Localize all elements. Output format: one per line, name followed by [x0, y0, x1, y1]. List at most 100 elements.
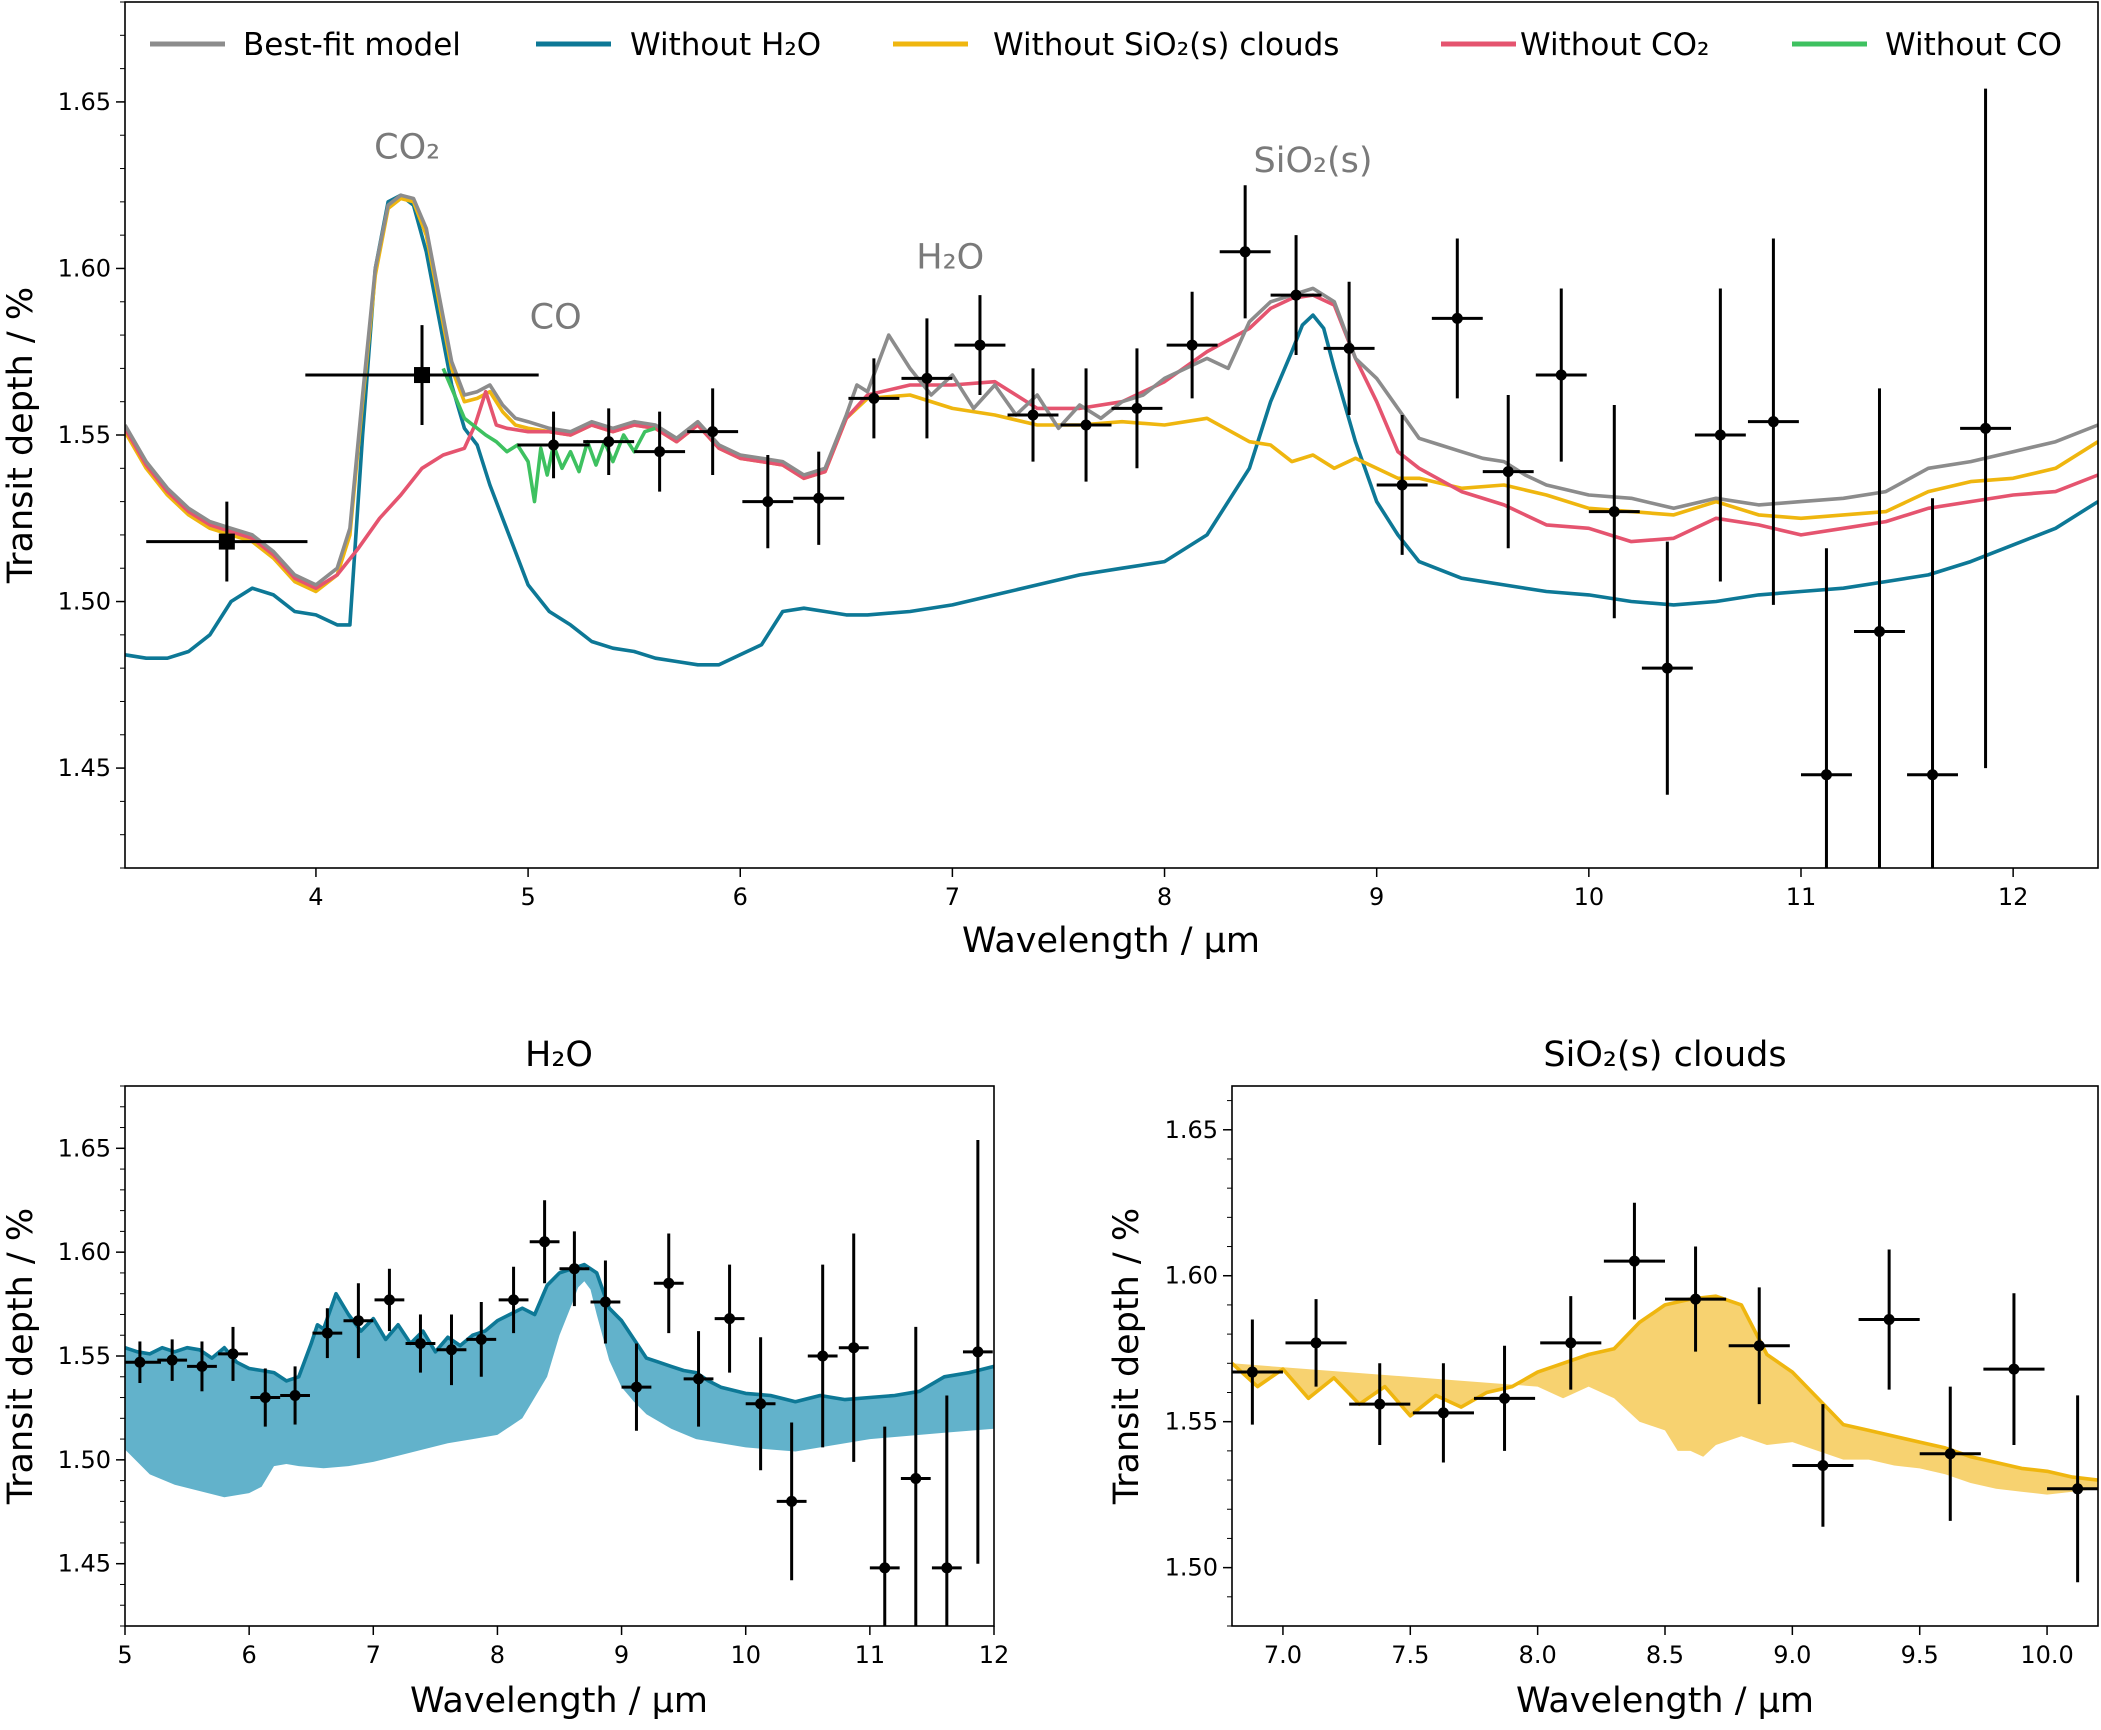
sio2-ticks: 7.0 7.5 8.0 8.5 9.0 9.5 10.0 1.50 1.55 1.60 1.65: [1165, 1100, 2074, 1669]
h2o-point-marker: [599, 1296, 611, 1308]
sio2-panel-title: SiO₂(s) clouds: [1543, 1035, 1786, 1075]
main-point-marker: [921, 372, 933, 384]
main-x-tick-label: 6: [733, 883, 748, 911]
annotation-h2o: H₂O: [916, 237, 984, 277]
h2o-point-marker: [196, 1360, 208, 1372]
sio2-y-tick-label: 1.55: [1165, 1408, 1218, 1436]
main-point-marker: [1080, 419, 1092, 431]
main-plot-area: [125, 193, 2098, 667]
sio2-x-tick-label: 10.0: [2020, 1641, 2073, 1669]
main-point-marker: [1714, 429, 1726, 441]
h2o-y-tick-label: 1.55: [58, 1342, 111, 1370]
h2o-x-axis-label: Wavelength / μm: [410, 1681, 708, 1721]
main-y-tick-label: 1.60: [58, 254, 111, 282]
legend-label-best-fit: Best-fit model: [243, 27, 461, 63]
main-point-marker: [1555, 369, 1567, 381]
h2o-point-marker: [383, 1294, 395, 1306]
h2o-x-tick-label: 12: [979, 1641, 1010, 1669]
sio2-data-points: [1232, 1202, 2098, 1583]
legend-label-without-co: Without CO: [1885, 27, 2062, 63]
main-y-tick-label: 1.55: [58, 421, 111, 449]
sio2-y-tick-label: 1.50: [1165, 1554, 1218, 1582]
sio2-point-marker: [1628, 1255, 1640, 1267]
sio2-panel: 7.0 7.5 8.0 8.5 9.0 9.5 10.0 1.50 1.55 1.60 1.65 S…: [1107, 1035, 2099, 1721]
h2o-y-tick-label: 1.45: [58, 1550, 111, 1578]
legend-label-without-h2o: Without H₂O: [630, 27, 821, 63]
h2o-point-marker: [227, 1348, 239, 1360]
h2o-point-marker: [941, 1562, 953, 1574]
main-point-marker: [1131, 402, 1143, 414]
main-y-axis-label: Transit depth / %: [1, 287, 41, 584]
legend-label-without-sio2: Without SiO₂(s) clouds: [993, 27, 1339, 63]
main-point-marker: [1927, 769, 1939, 781]
sio2-point-marker: [1310, 1337, 1322, 1349]
h2o-x-tick-label: 9: [614, 1641, 629, 1669]
h2o-point-marker: [693, 1373, 705, 1385]
sio2-point-marker: [2072, 1483, 2084, 1495]
main-point-marker: [1502, 466, 1514, 478]
h2o-plot-area: [125, 1262, 994, 1498]
main-point-marker: [1451, 312, 1463, 324]
h2o-point-marker: [475, 1333, 487, 1345]
sio2-x-tick-label: 7.0: [1264, 1641, 1302, 1669]
h2o-point-marker: [352, 1315, 364, 1327]
main-x-tick-label: 9: [1369, 883, 1384, 911]
main-panel: 4 5 6 7 8 9 10 11 121.451.501.551.601.65 CO₂ CO …: [1, 1, 2099, 961]
main-point-marker: [1396, 479, 1408, 491]
main-point-marker: [762, 496, 774, 508]
main-point-marker: [974, 339, 986, 351]
line-without-co: [441, 367, 656, 504]
sio2-x-tick-label: 8.0: [1519, 1641, 1557, 1669]
sio2-point-marker: [1690, 1293, 1702, 1305]
h2o-point-marker: [134, 1356, 146, 1368]
main-point-marker: [1873, 626, 1885, 638]
main-point-marker: [868, 392, 880, 404]
sio2-x-tick-label: 8.5: [1646, 1641, 1684, 1669]
h2o-y-tick-label: 1.50: [58, 1446, 111, 1474]
main-x-tick-label: 10: [1574, 883, 1605, 911]
sio2-point-marker: [1565, 1337, 1577, 1349]
legend: Best-fit model Without H₂O Without SiO₂(…: [150, 27, 2062, 63]
h2o-point-marker: [539, 1236, 551, 1248]
h2o-shaded-band: [125, 1264, 994, 1498]
main-x-tick-label: 4: [308, 883, 323, 911]
main-point-marker: [603, 436, 615, 448]
main-point-marker: [1239, 246, 1251, 258]
h2o-point-marker: [321, 1327, 333, 1339]
h2o-point-marker: [414, 1338, 426, 1350]
main-x-axis-label: Wavelength / μm: [962, 921, 1260, 961]
h2o-x-tick-label: 8: [490, 1641, 505, 1669]
h2o-point-marker: [972, 1346, 984, 1358]
h2o-x-tick-label: 6: [242, 1641, 257, 1669]
h2o-y-tick-label: 1.60: [58, 1238, 111, 1266]
main-point-marker-square: [414, 367, 431, 384]
sio2-axes-frame: [1231, 1085, 2099, 1627]
main-point-marker: [1290, 289, 1302, 301]
main-y-tick-label: 1.50: [58, 588, 111, 616]
h2o-point-marker: [568, 1263, 580, 1275]
sio2-point-marker: [1883, 1314, 1895, 1326]
h2o-point-marker: [630, 1381, 642, 1393]
main-x-tick-label: 5: [520, 883, 535, 911]
annotation-sio2: SiO₂(s): [1254, 141, 1373, 181]
main-y-tick-label: 1.45: [58, 754, 111, 782]
h2o-point-marker: [724, 1313, 736, 1325]
main-point-marker-square: [218, 533, 235, 550]
main-point-marker: [1980, 422, 1992, 434]
sio2-point-marker: [2008, 1363, 2020, 1375]
sio2-point-marker: [1753, 1340, 1765, 1352]
h2o-x-tick-label: 11: [855, 1641, 886, 1669]
sio2-shaded-band: [1232, 1296, 2098, 1495]
h2o-point-marker: [289, 1389, 301, 1401]
h2o-point-marker: [755, 1398, 767, 1410]
h2o-point-marker: [166, 1354, 178, 1366]
main-point-marker: [1661, 662, 1673, 674]
main-point-marker: [1608, 506, 1620, 518]
legend-label-without-co2: Without CO₂: [1520, 27, 1709, 63]
main-point-marker: [1343, 342, 1355, 354]
sio2-x-tick-label: 7.5: [1391, 1641, 1429, 1669]
main-x-tick-label: 7: [945, 883, 960, 911]
main-point-marker: [1186, 339, 1198, 351]
sio2-y-axis-label: Transit depth / %: [1107, 1208, 1147, 1505]
main-x-tick-label: 11: [1786, 883, 1817, 911]
